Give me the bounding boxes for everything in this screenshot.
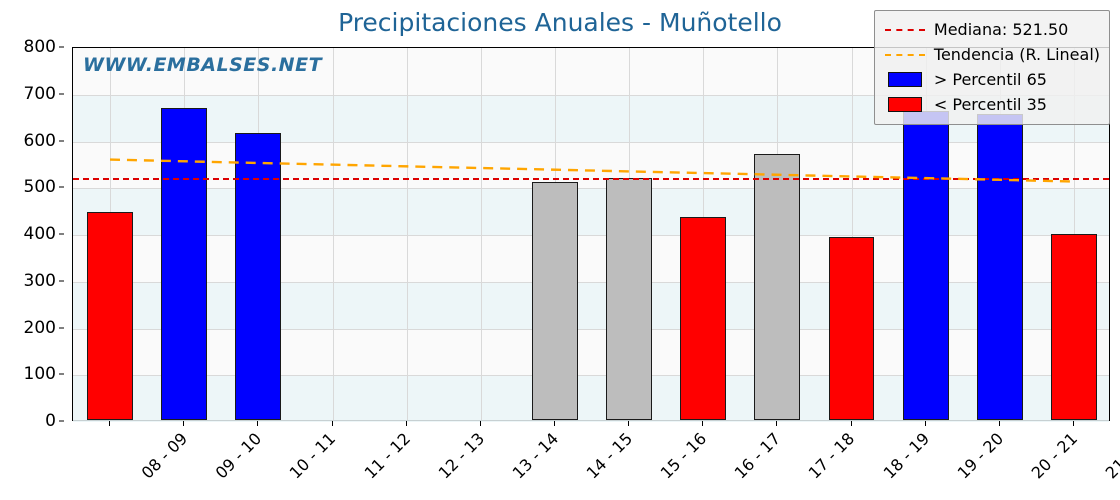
legend-label: Tendencia (R. Lineal) xyxy=(933,44,1100,64)
bar-21-22 xyxy=(1050,233,1097,420)
x-tick-label: 09 - 10 xyxy=(211,429,266,483)
x-tick-mark xyxy=(998,421,1000,426)
x-tick-mark xyxy=(257,421,259,426)
legend-item: < Percentil 35 xyxy=(884,92,1100,117)
gridline-horizontal xyxy=(73,328,1109,330)
x-tick-mark xyxy=(628,421,630,426)
y-axis: 0 100 200 300 400 500 600 700 800 xyxy=(0,37,64,431)
gridline-horizontal xyxy=(73,375,1109,377)
y-tick-mark xyxy=(59,327,64,328)
x-tick-label: 08 - 09 xyxy=(137,429,192,483)
bar-14-15 xyxy=(531,181,578,420)
gridline-vertical xyxy=(480,48,482,420)
gridline-vertical xyxy=(851,48,853,420)
y-tick-mark xyxy=(59,93,64,95)
bar-19-20 xyxy=(902,111,949,420)
y-tick-mark xyxy=(59,140,64,141)
y-tick-label: 0 xyxy=(45,411,56,431)
legend-swatch-icon xyxy=(884,72,926,87)
watermark: WWW.EMBALSES.NET xyxy=(83,54,323,76)
bar-15-16 xyxy=(606,177,653,420)
dashed-line-icon xyxy=(884,28,925,31)
color-swatch-icon xyxy=(887,97,922,112)
gridline-horizontal xyxy=(73,188,1109,190)
x-tick-mark xyxy=(702,421,704,426)
gridline-horizontal xyxy=(73,141,1109,143)
y-tick-mark xyxy=(59,186,64,188)
dashed-line-icon xyxy=(884,53,925,56)
y-tick-label: 600 xyxy=(23,130,56,151)
bar-17-18 xyxy=(754,154,801,420)
legend-item: > Percentil 65 xyxy=(884,67,1100,92)
x-tick-mark xyxy=(109,421,111,426)
y-tick-label: 500 xyxy=(23,177,56,198)
x-tick-label: 15 - 16 xyxy=(656,429,711,483)
x-tick-label: 12 - 13 xyxy=(434,429,488,483)
x-tick-label: 21 - 22 xyxy=(1101,429,1120,483)
color-swatch-icon xyxy=(887,72,922,87)
x-tick-mark xyxy=(553,421,555,426)
x-tick-label: 11 - 12 xyxy=(360,429,414,483)
y-tick-mark xyxy=(59,46,64,48)
gridline-horizontal xyxy=(73,281,1109,283)
legend-label: < Percentil 35 xyxy=(933,94,1047,114)
legend-label: Mediana: 521.50 xyxy=(933,19,1069,39)
x-tick-mark xyxy=(479,421,481,426)
legend-item: Tendencia (R. Lineal) xyxy=(884,42,1100,67)
x-tick-mark xyxy=(850,421,852,426)
x-tick-mark xyxy=(1072,421,1074,426)
x-tick-label: 16 - 17 xyxy=(730,429,785,483)
bar-18-19 xyxy=(828,237,875,420)
chart-legend: Mediana: 521.50 Tendencia (R. Lineal) > Pe… xyxy=(873,10,1110,125)
legend-dashed-line-icon xyxy=(884,53,926,56)
y-tick-label: 300 xyxy=(23,270,56,291)
x-tick-label: 14 - 15 xyxy=(582,429,637,483)
x-axis: 08 - 09 09 - 10 10 - 11 11 - 12 12 - 13 13 - … xyxy=(72,421,1120,500)
bar-16-17 xyxy=(680,216,727,420)
y-tick-mark xyxy=(59,420,64,422)
legend-swatch-icon xyxy=(884,97,926,112)
legend-dashed-line-icon xyxy=(884,28,926,31)
y-tick-mark xyxy=(59,233,64,235)
gridline-vertical xyxy=(406,48,408,420)
y-tick-label: 100 xyxy=(23,364,56,385)
x-tick-label: 17 - 18 xyxy=(804,429,859,483)
x-tick-mark xyxy=(331,421,333,426)
y-tick-label: 800 xyxy=(23,37,56,57)
y-tick-label: 400 xyxy=(23,224,56,244)
y-tick-mark xyxy=(59,280,64,282)
trend-line xyxy=(109,158,1073,183)
bar-08-09 xyxy=(87,211,134,420)
x-tick-label: 20 - 21 xyxy=(1027,429,1081,483)
x-tick-label: 10 - 11 xyxy=(285,429,340,483)
gridline-horizontal xyxy=(73,94,1109,96)
x-tick-mark xyxy=(183,421,185,426)
gridline-vertical xyxy=(332,48,334,420)
x-tick-mark xyxy=(924,421,926,426)
bar-10-11 xyxy=(235,132,282,420)
y-tick-label: 700 xyxy=(23,83,56,104)
x-tick-mark xyxy=(776,421,778,426)
page-title: Precipitaciones Anuales - Muñotello xyxy=(338,8,782,37)
legend-label: > Percentil 65 xyxy=(933,69,1047,89)
y-tick-mark xyxy=(59,373,64,375)
x-tick-mark xyxy=(405,421,407,426)
legend-item: Mediana: 521.50 xyxy=(884,17,1100,42)
y-tick-label: 200 xyxy=(23,317,56,338)
x-tick-label: 18 - 19 xyxy=(879,429,933,483)
gridline-horizontal xyxy=(73,235,1109,236)
x-tick-label: 13 - 14 xyxy=(508,429,562,483)
median-reference-line xyxy=(73,178,1109,181)
x-tick-label: 19 - 20 xyxy=(953,429,1007,483)
